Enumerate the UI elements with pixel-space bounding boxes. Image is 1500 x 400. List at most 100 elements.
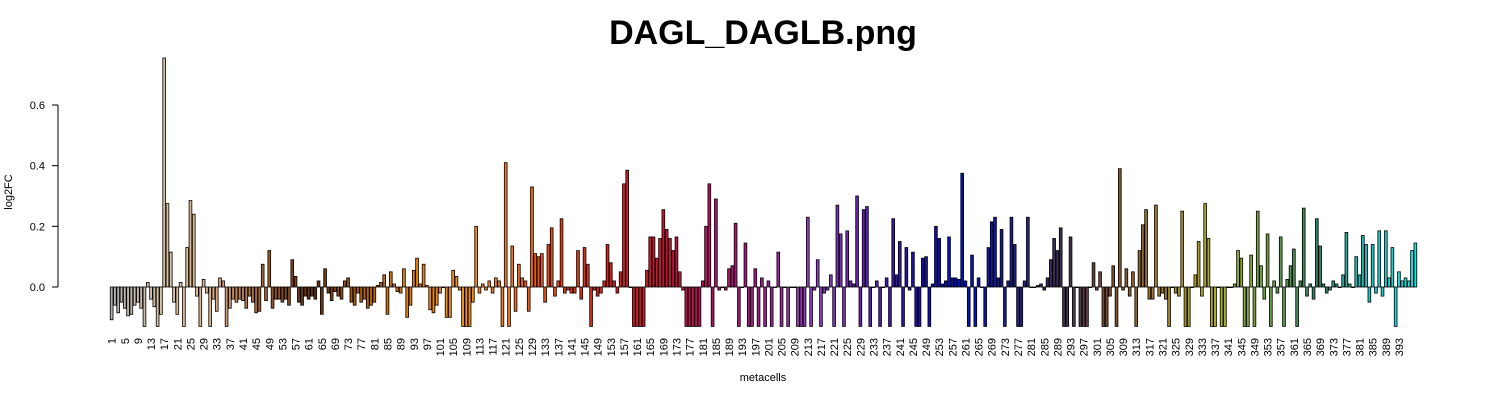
bar-metacell-100 xyxy=(434,286,439,306)
bar-metacell-244 xyxy=(907,286,912,291)
bar-metacell-289 xyxy=(1055,250,1060,288)
x-tick-label: 89 xyxy=(396,338,408,350)
bar-metacell-234 xyxy=(875,280,879,288)
bar-metacell-391 xyxy=(1390,247,1395,288)
bar-metacell-77 xyxy=(359,286,363,303)
bar-metacell-123 xyxy=(510,245,515,288)
bar-metacell-136 xyxy=(553,286,557,297)
bar-metacell-297 xyxy=(1081,286,1086,327)
bar-metacell-328 xyxy=(1183,286,1188,327)
bar-metacell-32 xyxy=(211,286,216,300)
bar-metacell-398 xyxy=(1413,242,1418,288)
bar-metacell-50 xyxy=(270,286,275,309)
bar-metacell-69 xyxy=(333,286,337,292)
x-tick-label: 265 xyxy=(974,338,986,356)
bar-metacell-267 xyxy=(983,286,987,327)
bar-metacell-363 xyxy=(1298,280,1303,288)
bar-metacell-397 xyxy=(1410,250,1414,288)
x-tick-label: 29 xyxy=(199,338,211,350)
bar-metacell-75 xyxy=(352,286,357,306)
bar-metacell-107 xyxy=(457,286,462,291)
bar-metacell-262 xyxy=(966,286,971,327)
bar-metacell-84 xyxy=(382,274,386,288)
bar-metacell-19 xyxy=(168,251,173,288)
bar-metacell-113 xyxy=(477,286,482,294)
x-tick-label: 97 xyxy=(422,338,434,350)
bar-metacell-121 xyxy=(503,162,508,288)
bar-metacell-365 xyxy=(1305,286,1309,297)
bar-metacell-317 xyxy=(1147,286,1152,300)
bar-metacell-194 xyxy=(743,242,748,288)
bar-metacell-260 xyxy=(960,172,964,288)
bar-metacell-227 xyxy=(852,283,856,288)
bar-metacell-145 xyxy=(582,247,587,288)
bar-metacell-314 xyxy=(1137,250,1142,288)
bar-metacell-315 xyxy=(1141,224,1145,288)
bar-metacell-3 xyxy=(116,286,120,314)
bar-metacell-299 xyxy=(1088,286,1093,289)
bar-metacell-187 xyxy=(720,286,725,289)
x-tick-label: 277 xyxy=(1013,338,1025,356)
bar-metacell-245 xyxy=(911,251,915,288)
bar-metacell-329 xyxy=(1186,286,1191,327)
bar-metacell-188 xyxy=(723,286,728,291)
bar-metacell-368 xyxy=(1315,218,1319,288)
bar-metacell-169 xyxy=(661,209,666,288)
bar-metacell-52 xyxy=(277,286,281,300)
bar-metacell-387 xyxy=(1377,230,1382,288)
bar-metacell-22 xyxy=(178,282,183,288)
bar-metacell-292 xyxy=(1065,286,1070,327)
x-tick-label: 149 xyxy=(593,338,605,356)
bar-metacell-144 xyxy=(579,286,584,300)
bar-metacell-308 xyxy=(1118,168,1122,288)
bar-metacell-221 xyxy=(832,286,836,327)
bar-metacell-354 xyxy=(1269,286,1273,327)
x-tick-label: 313 xyxy=(1131,338,1143,356)
x-tick-label: 101 xyxy=(435,338,447,356)
x-tick-label: 141 xyxy=(566,338,578,356)
bar-metacell-81 xyxy=(372,286,377,303)
bar-metacell-376 xyxy=(1341,274,1345,288)
bar-metacell-67 xyxy=(326,286,331,294)
bar-metacell-327 xyxy=(1180,210,1184,288)
bar-metacell-43 xyxy=(247,286,252,297)
bar-metacell-14 xyxy=(152,286,157,308)
bar-metacell-73 xyxy=(346,277,350,288)
x-tick-label: 337 xyxy=(1210,338,1222,356)
bar-metacell-281 xyxy=(1029,286,1033,289)
bar-metacell-344 xyxy=(1236,250,1240,288)
x-tick-label: 133 xyxy=(540,338,552,356)
bar-metacell-230 xyxy=(861,209,866,288)
bar-metacell-202 xyxy=(769,286,774,327)
x-tick-label: 13 xyxy=(146,338,158,350)
bar-metacell-373 xyxy=(1331,280,1336,288)
bar-metacell-47 xyxy=(260,263,265,288)
bar-metacell-54 xyxy=(283,286,288,300)
bar-metacell-141 xyxy=(569,286,574,294)
bar-metacell-168 xyxy=(658,238,662,288)
bar-metacell-285 xyxy=(1042,286,1047,291)
bar-metacell-138 xyxy=(559,218,564,288)
bar-metacell-303 xyxy=(1101,286,1106,327)
bar-metacell-232 xyxy=(868,286,873,327)
bar-metacell-88 xyxy=(395,286,400,292)
x-tick-label: 165 xyxy=(645,338,657,356)
bar-metacell-2 xyxy=(113,286,117,306)
bar-metacell-132 xyxy=(540,253,544,288)
x-tick-label: 365 xyxy=(1302,338,1314,356)
x-tick-label: 369 xyxy=(1315,338,1327,356)
x-tick-label: 5 xyxy=(120,338,132,344)
bar-metacell-45 xyxy=(254,286,258,314)
bar-metacell-201 xyxy=(766,280,771,288)
bar-metacell-277 xyxy=(1016,286,1020,327)
x-tick-label: 205 xyxy=(777,338,789,356)
bar-metacell-392 xyxy=(1393,286,1398,327)
bar-metacell-79 xyxy=(366,286,370,309)
bar-metacell-339 xyxy=(1219,286,1224,327)
bar-metacell-210 xyxy=(796,286,800,327)
bar-metacell-4 xyxy=(119,286,124,303)
bar-metacell-64 xyxy=(316,280,321,288)
y-axis-label: log2FC xyxy=(3,174,15,210)
bar-metacell-178 xyxy=(691,286,695,327)
bar-metacell-126 xyxy=(520,277,524,288)
